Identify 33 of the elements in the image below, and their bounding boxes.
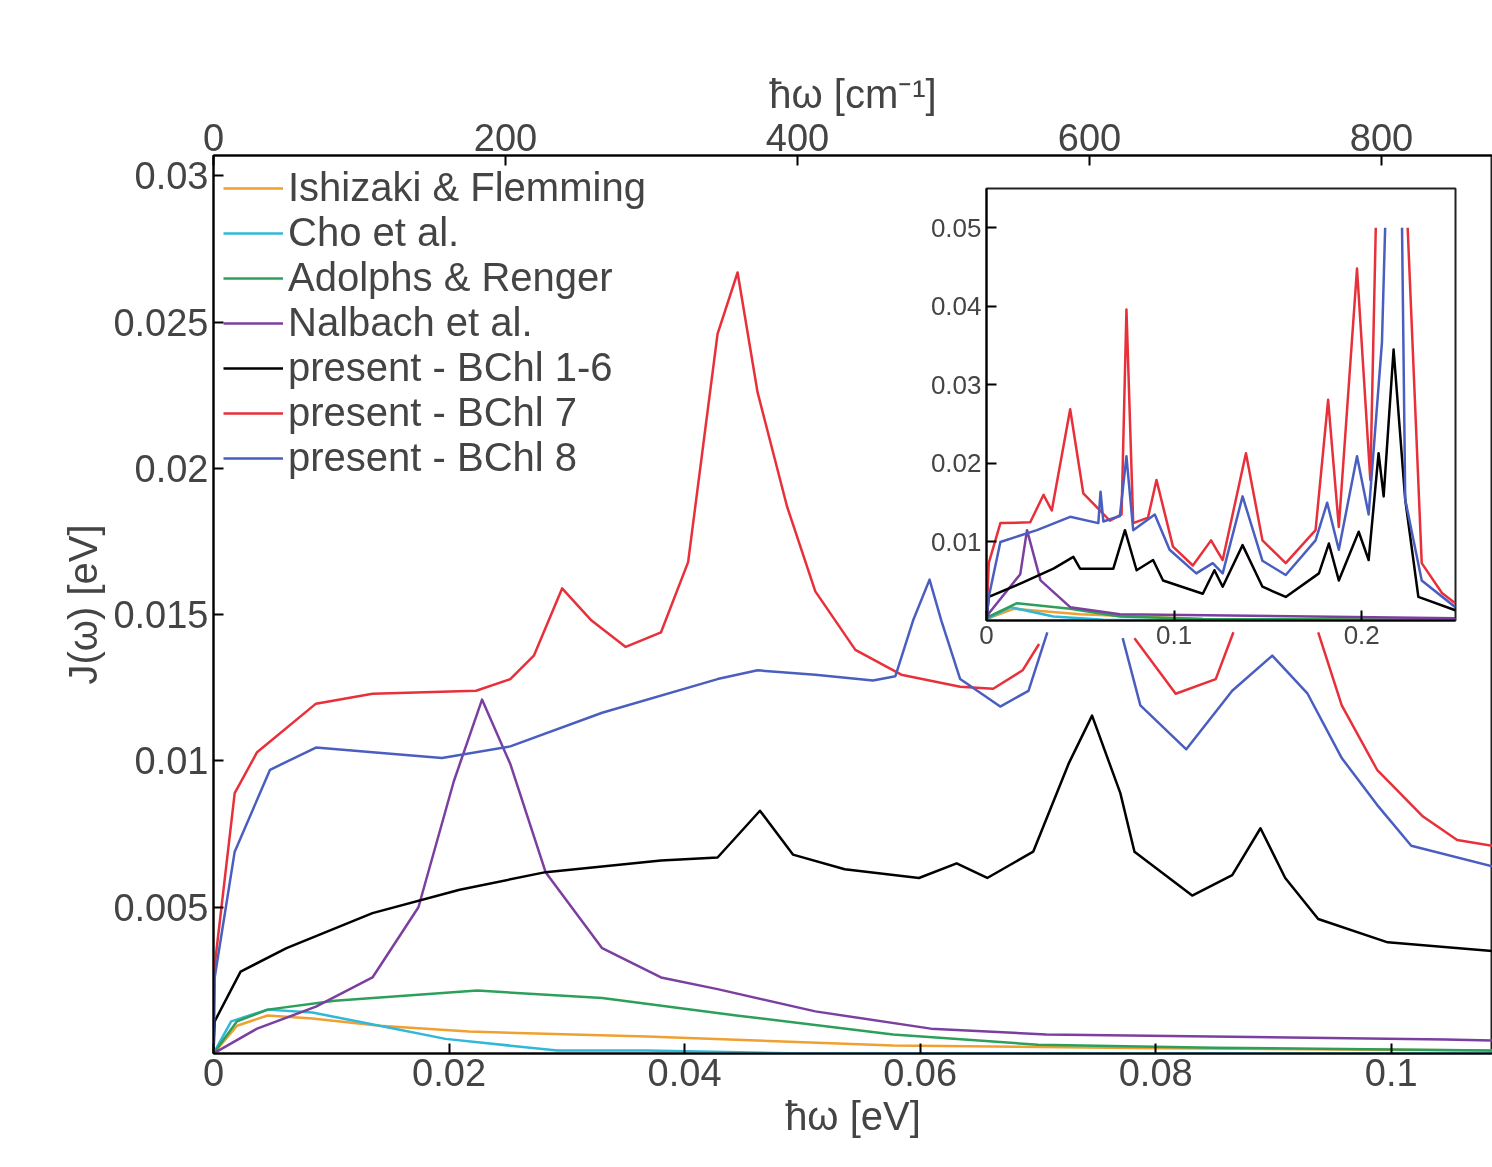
y-tick-label: 0.03 — [930, 369, 982, 400]
legend-label: Adolphs & Renger — [288, 255, 613, 300]
x-tick-label: 0.06 — [883, 1051, 958, 1094]
x2-tick-label: 400 — [765, 116, 830, 159]
legend-label: present - BChl 7 — [288, 390, 578, 435]
x2-axis-title: ħω [cm⁻¹] — [769, 71, 937, 116]
y-tick-label: 0.02 — [134, 447, 209, 490]
x-tick-label: 0.02 — [412, 1051, 487, 1094]
y-tick-label: 0.015 — [113, 594, 209, 637]
x-tick-label: 0.1 — [1364, 1051, 1418, 1094]
x2-tick-label: 800 — [1349, 116, 1414, 159]
x-tick-label: 0.2 — [1343, 619, 1380, 650]
legend-label: Nalbach et al. — [288, 300, 533, 345]
legend-label: Ishizaki & Flemming — [288, 165, 646, 210]
y-tick-label: 0.01 — [134, 740, 209, 783]
x-axis-title: ħω [eV] — [785, 1093, 921, 1138]
legend-label: present - BChl 1-6 — [288, 345, 613, 390]
y-tick-label: 0.025 — [113, 301, 209, 344]
y-axis-title: J(ω) [eV] — [61, 524, 106, 685]
y-tick-label: 0.005 — [113, 886, 209, 929]
x-tick-label: 0.04 — [647, 1051, 722, 1094]
y-tick-label: 0.05 — [930, 212, 982, 243]
x-tick-label: 0 — [202, 1051, 225, 1094]
x2-tick-label: 600 — [1057, 116, 1122, 159]
x-tick-label: 0.1 — [1156, 619, 1193, 650]
y-tick-label: 0.04 — [930, 291, 982, 322]
legend-label: present - BChl 8 — [288, 435, 578, 480]
y-tick-label: 0.02 — [930, 448, 982, 479]
x-tick-label: 0.08 — [1118, 1051, 1193, 1094]
legend-label: Cho et al. — [288, 210, 460, 255]
x-tick-label: 0 — [979, 619, 994, 650]
x2-tick-label: 200 — [473, 116, 538, 159]
y-tick-label: 0.01 — [930, 526, 982, 557]
